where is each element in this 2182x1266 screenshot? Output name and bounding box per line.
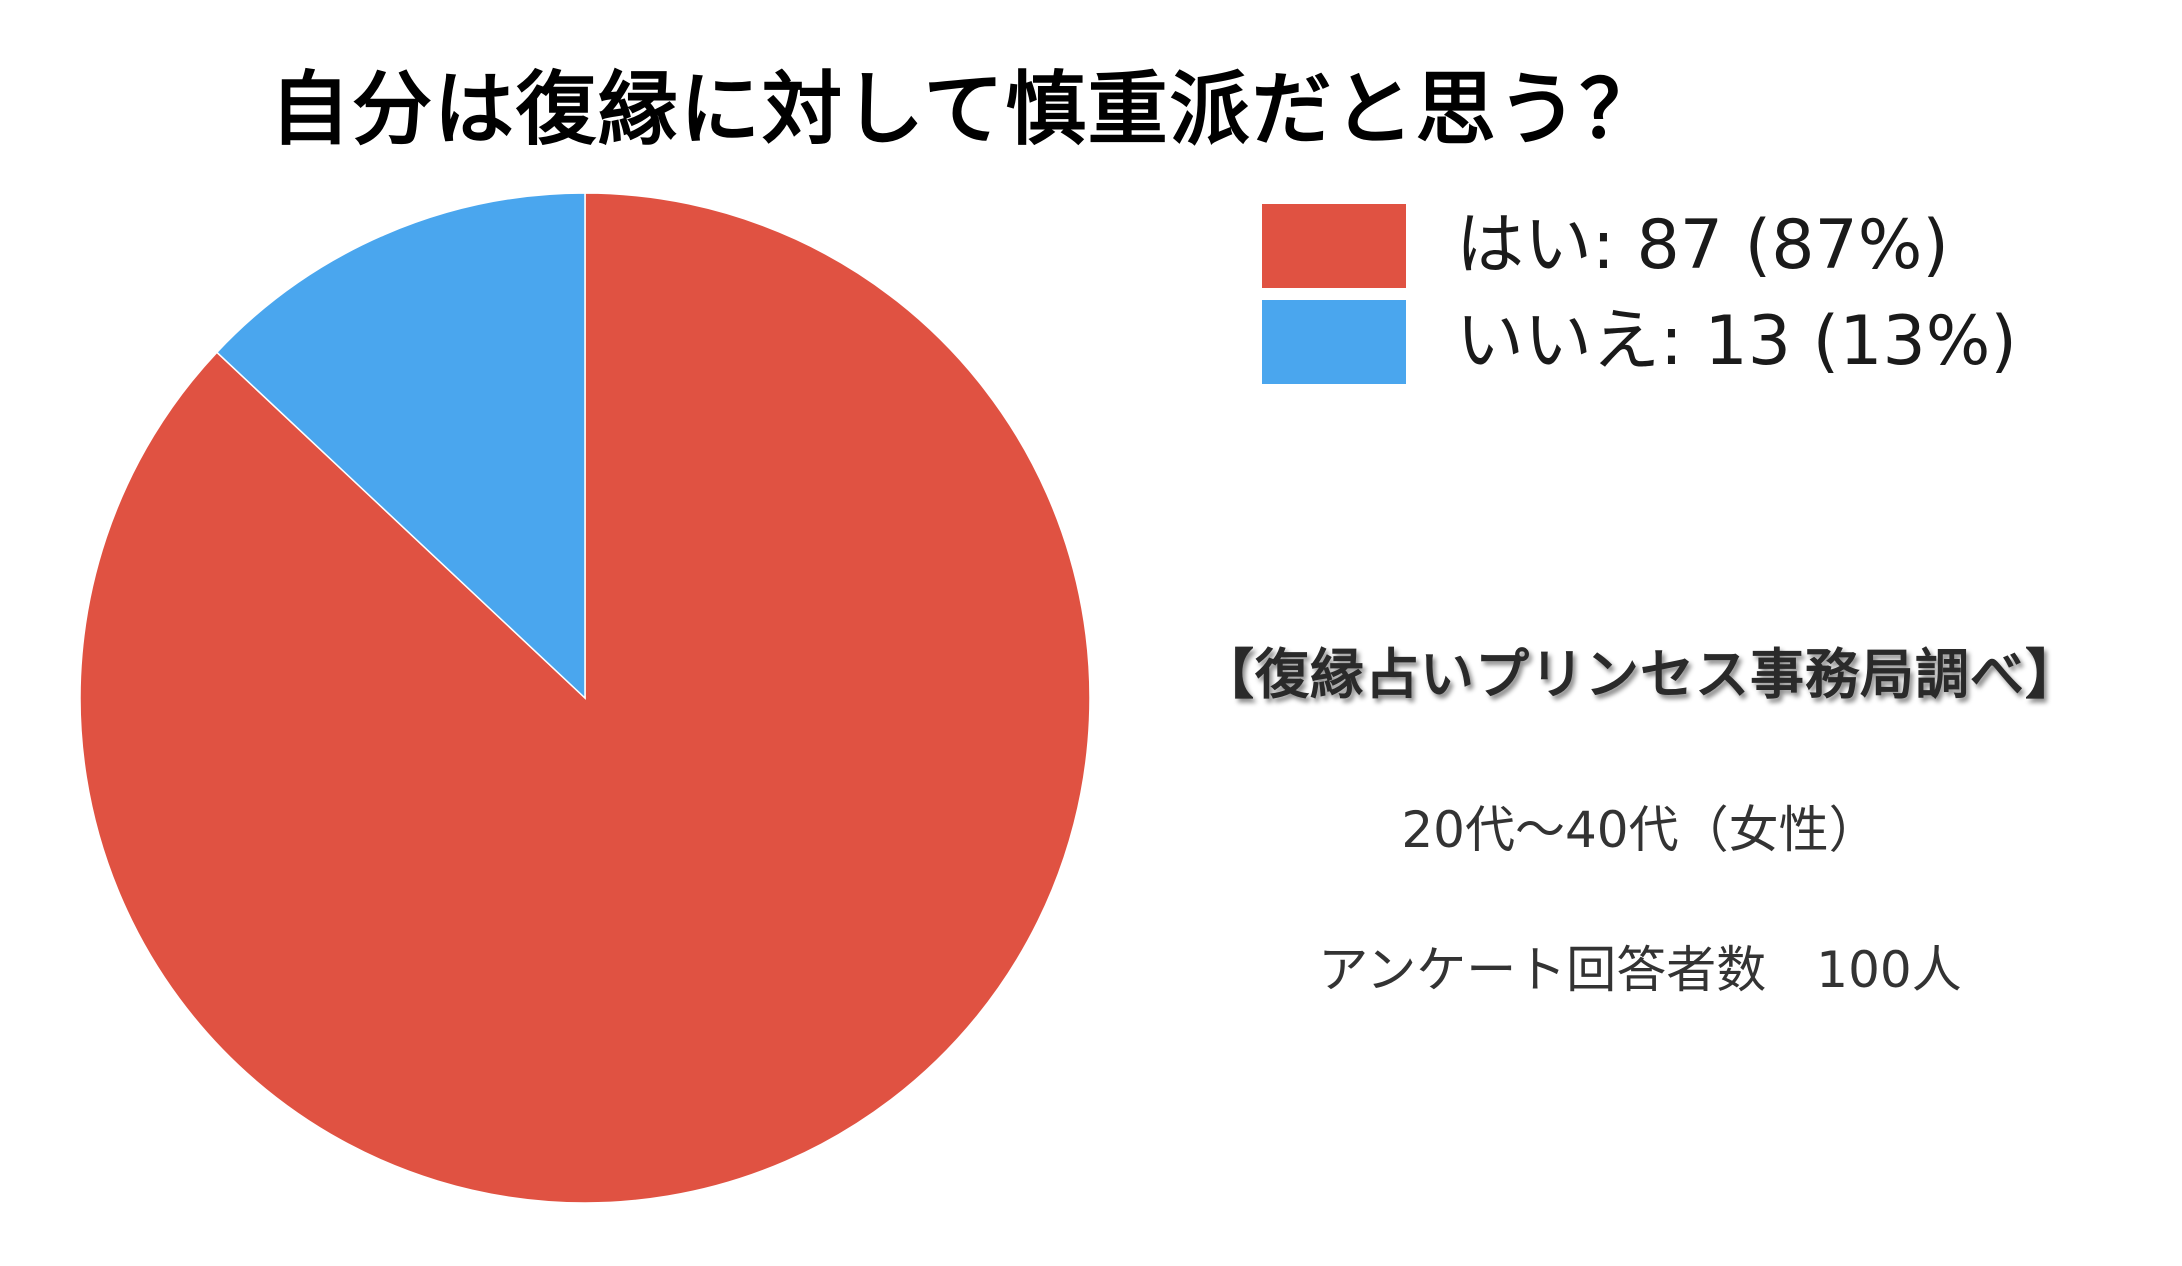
respondents-note: アンケート回答者数 100人 [1318, 941, 1962, 999]
legend-swatch-no [1262, 300, 1406, 384]
legend: はい: 87 (87%) いいえ: 13 (13%) [1262, 200, 2017, 392]
source-note: 【復縁占いプリンセス事務局調べ】 [1200, 643, 2080, 706]
chart-title: 自分は復縁に対して慎重派だと思う？ [270, 63, 1662, 156]
legend-label-yes: はい: 87 (87%) [1456, 206, 1949, 285]
legend-swatch-yes [1262, 204, 1406, 288]
legend-label-no: いいえ: 13 (13%) [1456, 302, 2017, 381]
pie-slice-no [215, 192, 586, 700]
legend-item-yes: はい: 87 (87%) [1262, 200, 2017, 292]
demographic-note: 20代〜40代（女性） [1401, 801, 1879, 859]
legend-item-no: いいえ: 13 (13%) [1262, 296, 2017, 388]
